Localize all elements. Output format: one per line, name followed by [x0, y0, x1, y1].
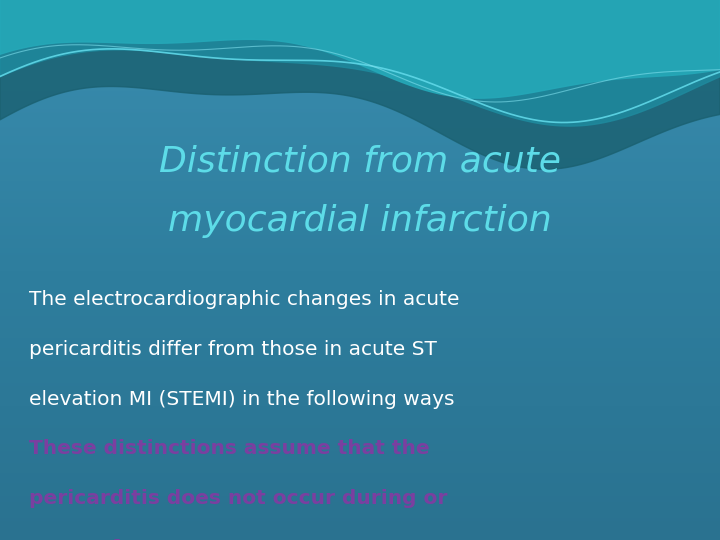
Text: soon after an acute MI: soon after an acute MI	[29, 538, 292, 540]
Text: pericarditis differ from those in acute ST: pericarditis differ from those in acute …	[29, 340, 436, 359]
Text: These distinctions assume that the: These distinctions assume that the	[29, 439, 429, 458]
Text: Distinction from acute: Distinction from acute	[159, 145, 561, 179]
Text: pericarditis does not occur during or: pericarditis does not occur during or	[29, 489, 447, 508]
Text: elevation MI (STEMI) in the following ways: elevation MI (STEMI) in the following wa…	[29, 389, 454, 409]
Text: The electrocardiographic changes in acute: The electrocardiographic changes in acut…	[29, 290, 459, 309]
Text: myocardial infarction: myocardial infarction	[168, 205, 552, 238]
